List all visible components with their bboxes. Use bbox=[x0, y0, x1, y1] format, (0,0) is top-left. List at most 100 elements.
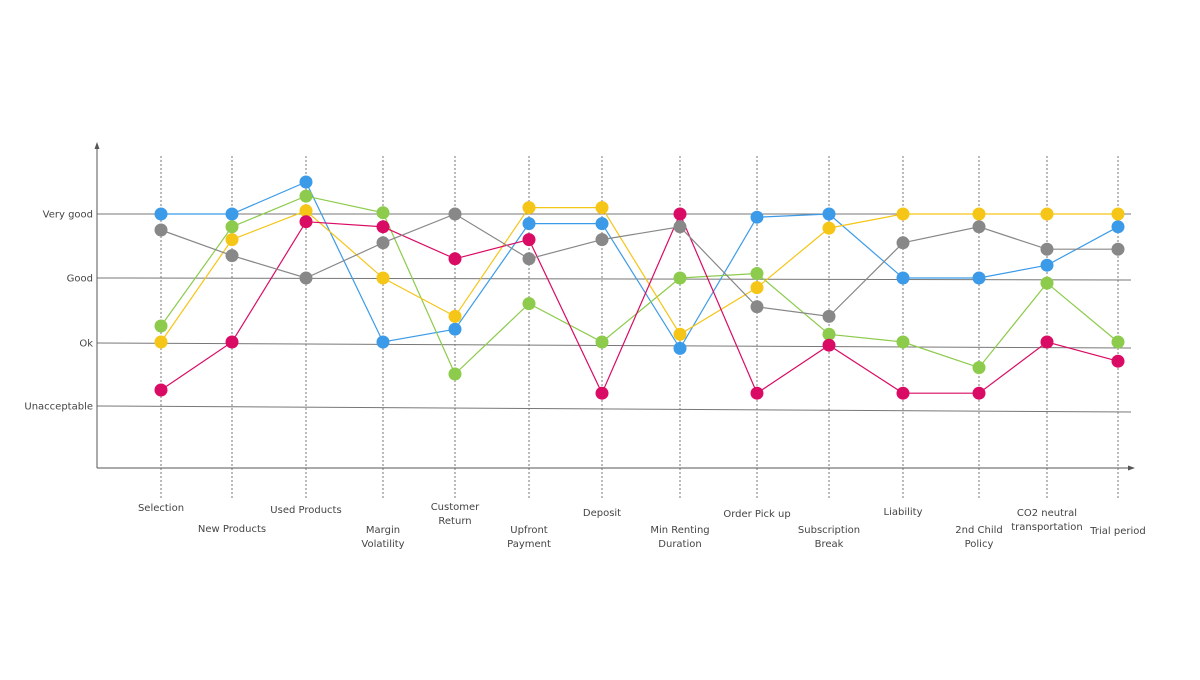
level-line-good bbox=[96, 277, 1132, 281]
series-1-point-deposit bbox=[595, 217, 609, 231]
series-2-point-subscription-break bbox=[822, 327, 836, 341]
series-2-point-customer-return bbox=[448, 367, 462, 381]
series-3-point-subscription-break bbox=[822, 221, 836, 235]
series-3-point-trial-period bbox=[1111, 207, 1125, 221]
level-line-ok bbox=[96, 342, 1132, 349]
series-4-point-2nd-child-policy bbox=[972, 386, 986, 400]
series-3-point-2nd-child-policy bbox=[972, 207, 986, 221]
series-points bbox=[154, 175, 1125, 400]
x-label-co2-neutral-transportation: CO2 neutral transportation bbox=[1011, 508, 1083, 533]
series-1-point-margin-volatility bbox=[376, 335, 390, 349]
series-3-point-selection bbox=[154, 335, 168, 349]
series-4-point-margin-volatility bbox=[376, 220, 390, 234]
series-2-point-liability bbox=[896, 335, 910, 349]
x-label-2nd-child-policy: 2nd Child Policy bbox=[955, 525, 1002, 550]
series-5-point-min-renting-duration bbox=[673, 220, 687, 234]
series-3-point-new-products bbox=[225, 233, 239, 247]
series-1-point-upfront-payment bbox=[522, 217, 536, 231]
series-3-point-deposit bbox=[595, 201, 609, 215]
series-5-point-order-pick-up bbox=[750, 300, 764, 314]
y-level-labels: Unacceptable Ok Good Very good bbox=[24, 210, 93, 413]
series-3-point-co2-neutral-transportation bbox=[1040, 207, 1054, 221]
series-4-point-trial-period bbox=[1111, 354, 1125, 368]
series-3-point-order-pick-up bbox=[750, 281, 764, 295]
series-1-point-subscription-break bbox=[822, 207, 836, 221]
series-5-point-new-products bbox=[225, 249, 239, 263]
series-3-point-margin-volatility bbox=[376, 271, 390, 285]
series-1-point-used-products bbox=[299, 175, 313, 189]
series-1-line bbox=[161, 181, 1119, 350]
x-label-order-pick-up: Order Pick up bbox=[723, 509, 790, 520]
x-label-liability: Liability bbox=[884, 507, 923, 518]
series-1-point-customer-return bbox=[448, 322, 462, 336]
series-5-point-used-products bbox=[299, 271, 313, 285]
series-4-point-deposit bbox=[595, 386, 609, 400]
series-3-point-customer-return bbox=[448, 309, 462, 323]
series-4-point-used-products bbox=[299, 215, 313, 229]
series-4-point-min-renting-duration bbox=[673, 207, 687, 221]
series-5-point-upfront-payment bbox=[522, 252, 536, 266]
series-4-point-selection bbox=[154, 383, 168, 397]
series-5-point-selection bbox=[154, 223, 168, 237]
x-label-subscription-break: Subscription Break bbox=[798, 525, 860, 550]
axes bbox=[94, 142, 1135, 471]
series-3-point-upfront-payment bbox=[522, 201, 536, 215]
series-1-point-selection bbox=[154, 207, 168, 221]
series-2-point-deposit bbox=[595, 335, 609, 349]
series-2-point-selection bbox=[154, 319, 168, 333]
x-label-min-renting-duration: Min Renting Duration bbox=[650, 525, 709, 550]
series-1-point-2nd-child-policy bbox=[972, 271, 986, 285]
series-1-point-new-products bbox=[225, 207, 239, 221]
series-1-point-co2-neutral-transportation bbox=[1040, 258, 1054, 272]
x-label-trial-period: Trial period bbox=[1089, 526, 1145, 537]
x-label-used-products: Used Products bbox=[270, 505, 341, 516]
x-axis-arrow bbox=[1128, 465, 1135, 471]
series-2-point-upfront-payment bbox=[522, 297, 536, 311]
series-5-line bbox=[160, 213, 1118, 318]
series-4-point-liability bbox=[896, 386, 910, 400]
series-5-point-margin-volatility bbox=[376, 236, 390, 250]
series-3-point-liability bbox=[896, 207, 910, 221]
series-4-line bbox=[160, 212, 1119, 395]
x-label-margin-volatility: Margin Volatility bbox=[361, 525, 404, 550]
series-5-point-trial-period bbox=[1111, 242, 1125, 256]
series-4-point-new-products bbox=[225, 335, 239, 349]
y-label-good: Good bbox=[67, 274, 93, 285]
series-2-point-margin-volatility bbox=[376, 206, 390, 220]
series-2-point-order-pick-up bbox=[750, 267, 764, 280]
x-label-upfront-payment: Upfront Payment bbox=[507, 525, 551, 550]
y-axis-arrow bbox=[94, 142, 100, 149]
series-1-point-min-renting-duration bbox=[673, 341, 687, 355]
series-3-point-used-products bbox=[299, 204, 313, 218]
x-label-new-products: New Products bbox=[198, 524, 266, 535]
series-5-point-deposit bbox=[595, 233, 609, 247]
series-4-point-co2-neutral-transportation bbox=[1040, 335, 1054, 349]
series-4-point-subscription-break bbox=[822, 338, 836, 352]
series-5-point-2nd-child-policy bbox=[972, 220, 986, 234]
series-4-point-customer-return bbox=[448, 252, 462, 266]
series-4-point-upfront-payment bbox=[522, 233, 536, 247]
series-2-point-2nd-child-policy bbox=[972, 361, 986, 375]
series-3-point-min-renting-duration bbox=[673, 327, 687, 341]
series-2-line bbox=[160, 195, 1119, 376]
series-1-point-liability bbox=[896, 271, 910, 285]
series-1-point-trial-period bbox=[1111, 220, 1125, 234]
series-1-point-order-pick-up bbox=[750, 210, 764, 224]
series-2-point-new-products bbox=[225, 220, 239, 234]
series-2-point-min-renting-duration bbox=[673, 271, 687, 285]
series-5-point-co2-neutral-transportation bbox=[1040, 242, 1054, 256]
series-5-point-subscription-break bbox=[822, 309, 836, 323]
x-category-labels: Selection New Products Used Products Margin… bbox=[138, 502, 1146, 550]
y-label-unacceptable: Unacceptable bbox=[24, 402, 93, 413]
series-5-point-customer-return bbox=[448, 207, 462, 221]
level-line-unacceptable bbox=[96, 405, 1132, 413]
x-label-selection: Selection bbox=[138, 503, 184, 514]
series-2-point-used-products bbox=[299, 189, 313, 203]
x-label-deposit: Deposit bbox=[583, 508, 621, 519]
series-4-point-order-pick-up bbox=[750, 386, 764, 400]
series-5-point-liability bbox=[896, 236, 910, 250]
series-2-point-trial-period bbox=[1111, 335, 1125, 349]
y-label-ok: Ok bbox=[79, 339, 93, 350]
